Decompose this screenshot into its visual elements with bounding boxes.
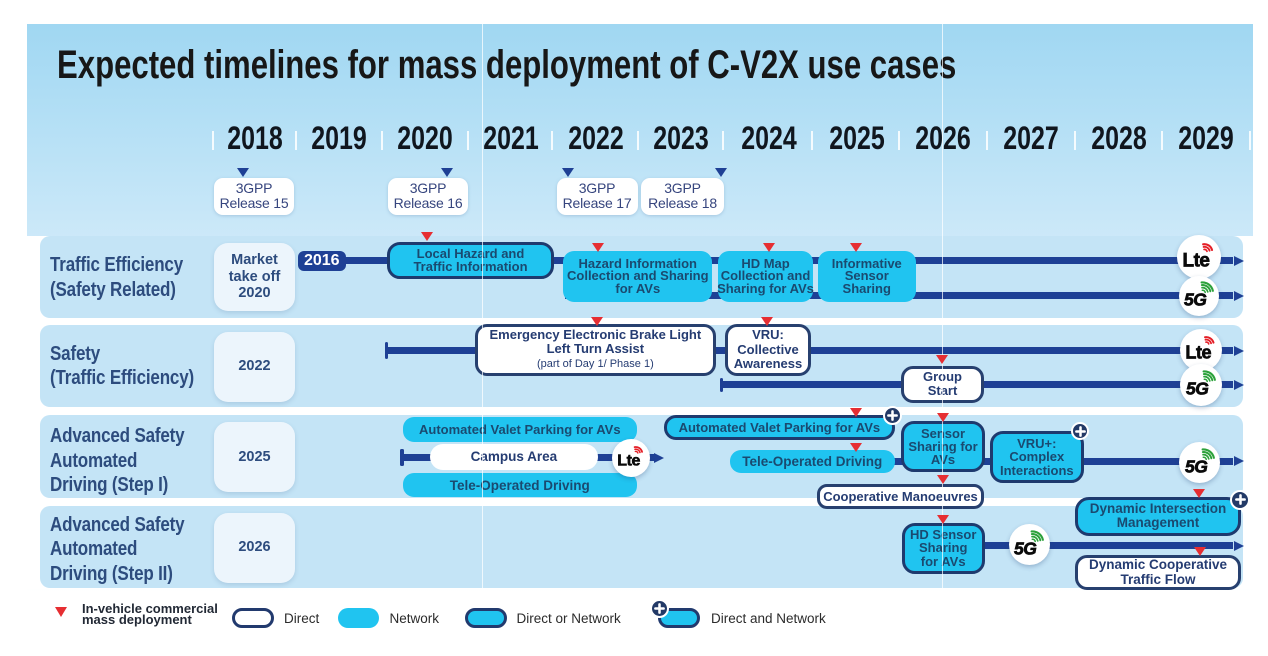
svg-text:Lte: Lte (1185, 342, 1211, 362)
svg-text:Lte: Lte (617, 452, 640, 469)
svg-text:Lte: Lte (1183, 250, 1210, 271)
svg-text:5G: 5G (1186, 378, 1209, 398)
svg-text:5G: 5G (1184, 290, 1207, 310)
svg-text:5G: 5G (1185, 456, 1208, 476)
svg-text:5G: 5G (1014, 538, 1037, 558)
